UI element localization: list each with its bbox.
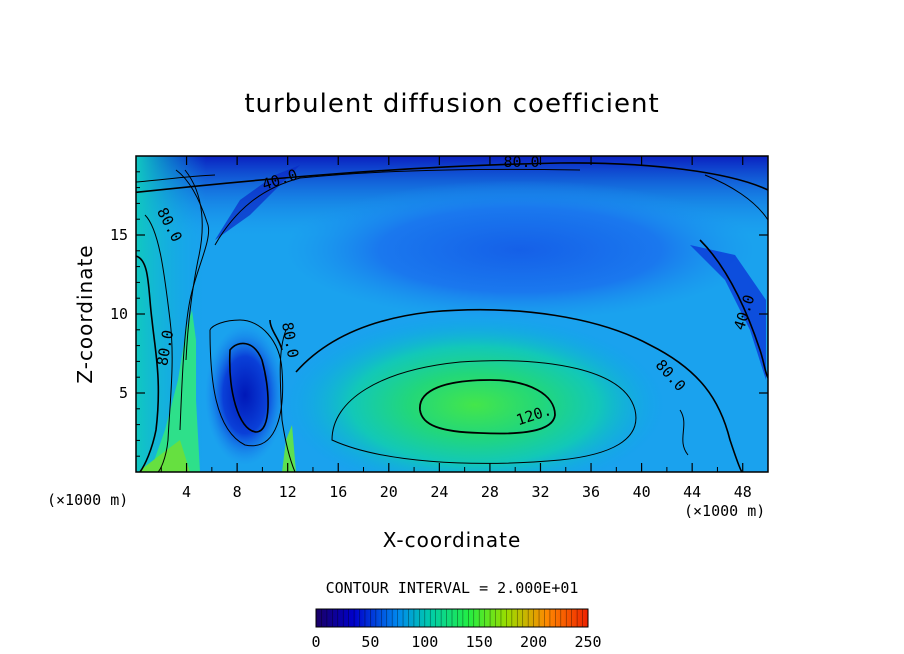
- x-tick-label: 16: [329, 483, 347, 501]
- heatmap-core-max: [285, 315, 665, 472]
- contour-label: 80.0: [153, 329, 177, 368]
- contour-lines: [136, 162, 768, 472]
- heatmap-low-min: [205, 325, 285, 465]
- contour-interval-text: CONTOUR INTERVAL = 2.000E+01: [326, 579, 579, 597]
- heatmap-top-left-min: [215, 165, 300, 240]
- y-tick-label: 15: [110, 226, 128, 244]
- x-tick-label: 12: [279, 483, 297, 501]
- colorbar-ticks: 0 50 100 150 200 250: [311, 633, 601, 651]
- colorbar-tick-label: 200: [520, 633, 547, 651]
- chart-title: turbulent diffusion coefficient: [244, 89, 659, 119]
- colorbar: 0 50 100 150 200 250: [311, 608, 602, 651]
- x-tick-label: 8: [233, 483, 242, 501]
- x-tick-label: 48: [734, 483, 752, 501]
- x-unit-label-left: (×1000 m): [47, 491, 128, 509]
- heatmap-left-plume: [150, 310, 200, 472]
- x-tick-label: 44: [683, 483, 701, 501]
- heatmap-mid-plume: [282, 425, 296, 472]
- y-axis-label: Z-coordinate: [73, 244, 97, 383]
- colorbar-tick-label: 0: [311, 633, 320, 651]
- contour-label: 80.0: [503, 153, 539, 171]
- x-axis-label: X-coordinate: [383, 528, 522, 552]
- colorbar-tick-label: 150: [466, 633, 493, 651]
- colorbar-stripes: [321, 609, 583, 627]
- x-axis: 4 8 12 16 20 24 28 32 36 40 44 48: [160, 156, 752, 501]
- heatmap-upper-min: [285, 180, 755, 320]
- contour-label: 80.0: [278, 321, 302, 360]
- y-axis: 5 10 15: [110, 171, 768, 457]
- heatmap-left-core: [138, 440, 190, 472]
- colorbar-tick-label: 50: [361, 633, 379, 651]
- x-tick-label: 24: [430, 483, 448, 501]
- x-tick-label: 20: [380, 483, 398, 501]
- heatmap-field: [136, 156, 768, 472]
- x-tick-label: 40: [633, 483, 651, 501]
- colorbar-tick-label: 250: [574, 633, 601, 651]
- x-unit-label-right: (×1000 m): [684, 502, 765, 520]
- y-tick-label: 10: [110, 305, 128, 323]
- y-tick-label: 5: [119, 384, 128, 402]
- heatmap-right-min: [690, 245, 766, 380]
- x-tick-label: 36: [582, 483, 600, 501]
- x-tick-label: 4: [182, 483, 191, 501]
- x-tick-label: 32: [531, 483, 549, 501]
- x-tick-label: 28: [481, 483, 499, 501]
- colorbar-tick-label: 100: [411, 633, 438, 651]
